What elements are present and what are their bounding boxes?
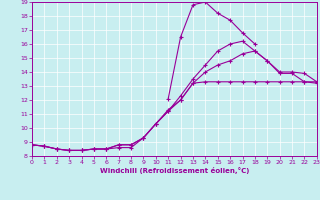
X-axis label: Windchill (Refroidissement éolien,°C): Windchill (Refroidissement éolien,°C) <box>100 167 249 174</box>
